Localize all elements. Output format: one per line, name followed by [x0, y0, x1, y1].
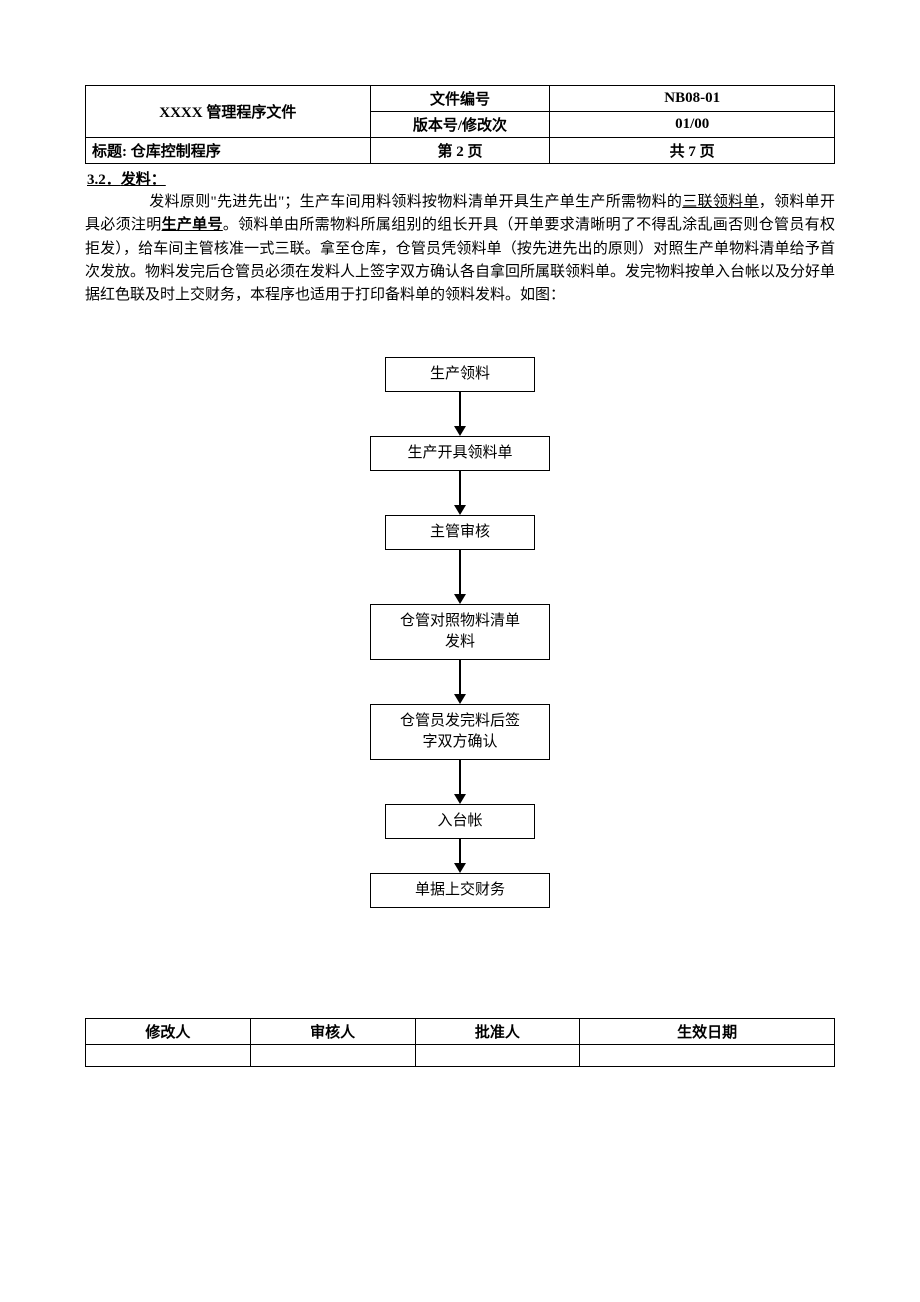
- footer-table: 修改人 审核人 批准人 生效日期: [85, 1018, 835, 1067]
- flow-node-n1: 生产领料: [385, 357, 535, 392]
- flow-node-n7: 单据上交财务: [370, 873, 550, 908]
- header-table: XXXX 管理程序文件 文件编号 NB08-01 版本号/修改次 01/00 标…: [85, 85, 835, 164]
- flowchart: 生产领料生产开具领料单主管审核仓管对照物料清单发料仓管员发完料后签字双方确认入台…: [85, 357, 835, 908]
- page-label: 第 2 页: [370, 138, 550, 164]
- flow-node-n5: 仓管员发完料后签字双方确认: [370, 704, 550, 760]
- flow-arrow-n1-n2: [454, 392, 466, 436]
- title-value: 仓库控制程序: [131, 144, 221, 160]
- title-label: 标题:: [92, 144, 127, 160]
- footer-empty-2: [250, 1045, 415, 1067]
- flow-node-n2: 生产开具领料单: [370, 436, 550, 471]
- flow-node-n4: 仓管对照物料清单发料: [370, 604, 550, 660]
- body-paragraph: 发料原则"先进先出"；生产车间用料领料按物料清单开具生产单生产所需物料的三联领料…: [85, 191, 835, 307]
- title-cell: 标题: 仓库控制程序: [86, 138, 371, 164]
- flow-node-n3: 主管审核: [385, 515, 535, 550]
- flow-node-n6: 入台帐: [385, 804, 535, 839]
- doc-title: XXXX 管理程序文件: [86, 86, 371, 138]
- flow-arrow-n4-n5: [454, 660, 466, 704]
- footer-col2: 审核人: [250, 1019, 415, 1045]
- footer-col1: 修改人: [86, 1019, 251, 1045]
- file-no-value: NB08-01: [550, 86, 835, 112]
- footer-empty-1: [86, 1045, 251, 1067]
- flow-arrow-n3-n4: [454, 550, 466, 604]
- section-number: 3.2．: [87, 172, 121, 188]
- file-no-label: 文件编号: [370, 86, 550, 112]
- para-u1: 三联领料单: [682, 194, 759, 210]
- total-page-label: 共 7 页: [550, 138, 835, 164]
- para-a: 发料原则"先进先出"；生产车间用料领料按物料清单开具生产单生产所需物料的: [149, 194, 682, 210]
- para-u2: 生产单号: [162, 217, 223, 233]
- flow-arrow-n5-n6: [454, 760, 466, 804]
- footer-col3: 批准人: [415, 1019, 580, 1045]
- footer-col4: 生效日期: [580, 1019, 835, 1045]
- section-heading: 3.2．发料：: [85, 168, 835, 189]
- version-value: 01/00: [550, 112, 835, 138]
- footer-empty-3: [415, 1045, 580, 1067]
- version-label: 版本号/修改次: [370, 112, 550, 138]
- flow-arrow-n6-n7: [454, 839, 466, 873]
- section-title: 发料：: [121, 172, 166, 188]
- flow-arrow-n2-n3: [454, 471, 466, 515]
- footer-empty-4: [580, 1045, 835, 1067]
